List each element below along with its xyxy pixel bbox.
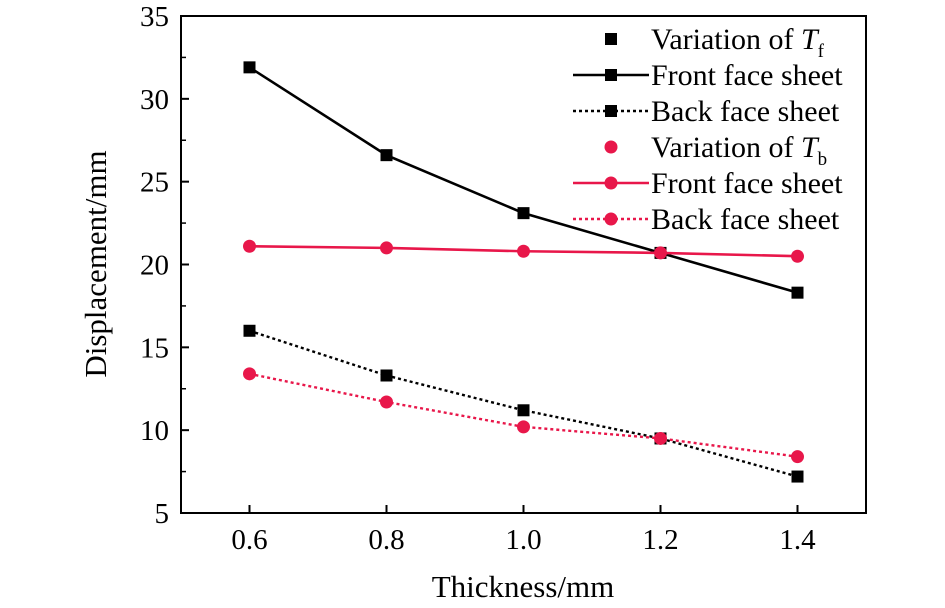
data-point [380,241,393,255]
y-tick-label: 35 [140,1,169,33]
data-point [243,239,256,253]
legend-marker [604,140,618,154]
data-point [380,149,393,162]
legend-subscript: b [818,149,828,170]
y-tick-label: 25 [140,167,169,199]
legend-entry: Variation of Tb [604,131,827,170]
data-point [654,246,667,260]
y-tick-label: 15 [140,332,169,364]
legend-group-label: Variation of Tb [651,131,827,170]
x-tick-label: 1.0 [505,524,541,556]
y-axis: 5 10 15 20 25 30 35 [140,1,189,530]
y-tick-label: 10 [140,415,169,447]
x-tick-label: 0.6 [231,524,267,556]
data-point [654,431,667,445]
x-axis: 0.6 0.8 1.0 1.2 1.4 [231,505,816,556]
legend-marker [605,33,617,45]
legend-marker [604,212,618,226]
x-axis-title: Thickness/mm [432,569,615,604]
legend-symbol: T [801,131,820,164]
y-tick-label: 30 [140,84,169,116]
legend-group-text: Variation of [651,131,801,164]
series-1 [243,324,804,483]
data-point [243,367,256,381]
data-point [380,395,393,409]
legend-group-label: Variation of Tf [651,23,825,62]
legend-entry: Variation of Tf [605,23,825,62]
legend-series-label: Front face sheet [651,167,843,200]
legend-entry: Back face sheet [573,95,840,128]
legend-series-label: Front face sheet [651,59,843,92]
legend-entry: Front face sheet [573,59,843,92]
series-3 [243,367,804,464]
x-tick-label: 0.8 [368,524,404,556]
legend-entry: Front face sheet [573,167,843,200]
data-point [380,369,393,382]
series-layer [243,61,804,483]
y-tick-label: 5 [155,498,170,530]
legend-series-label: Back face sheet [651,203,840,236]
x-tick-label: 1.4 [779,524,816,556]
data-point [517,404,530,417]
series-line [249,329,798,478]
data-point [517,207,530,220]
legend-marker [604,176,618,190]
data-point [517,420,530,434]
legend-group-text: Variation of [651,23,801,56]
data-point [791,470,804,483]
data-point [243,324,256,337]
data-point [791,450,804,464]
data-point [791,286,804,299]
series-2 [243,239,804,263]
series-line [249,372,798,458]
data-point [243,61,256,74]
legend-marker [605,69,617,81]
y-axis-title: Displacement/mm [78,150,113,377]
legend-symbol: T [801,23,820,56]
y-tick-label: 20 [140,250,169,282]
legend-entry: Back face sheet [573,203,840,236]
data-point [791,249,804,263]
legend-subscript: f [818,41,825,62]
data-point [517,244,530,258]
legend-marker [605,105,617,117]
x-tick-label: 1.2 [642,524,678,556]
legend-series-label: Back face sheet [651,95,840,128]
